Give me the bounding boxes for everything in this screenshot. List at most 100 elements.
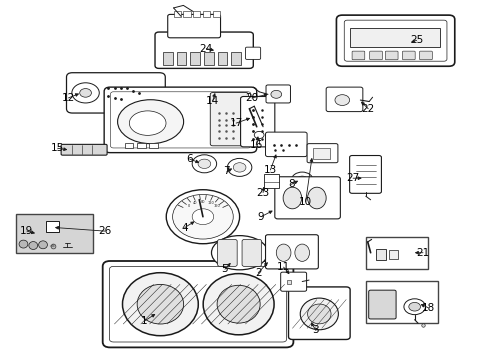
Text: 1: 1 [141,316,147,326]
Text: 8: 8 [287,179,294,189]
Text: 11: 11 [276,262,290,272]
FancyBboxPatch shape [265,235,318,269]
Ellipse shape [29,242,38,249]
FancyBboxPatch shape [210,93,248,146]
Circle shape [198,159,210,168]
Text: 4: 4 [181,222,188,233]
Text: 23: 23 [256,188,269,198]
Ellipse shape [19,240,28,248]
Ellipse shape [270,90,281,98]
FancyBboxPatch shape [351,51,364,60]
FancyBboxPatch shape [265,85,290,103]
Text: 160: 160 [214,204,221,208]
Ellipse shape [211,236,267,270]
Ellipse shape [294,244,309,261]
Ellipse shape [122,273,198,336]
Bar [46,221,59,232]
Text: 7: 7 [223,166,230,176]
Bar [349,28,439,47]
Ellipse shape [307,304,330,324]
FancyBboxPatch shape [280,272,306,291]
FancyBboxPatch shape [385,51,397,60]
FancyBboxPatch shape [245,47,260,59]
Text: 80: 80 [200,199,205,204]
Ellipse shape [137,284,183,324]
FancyBboxPatch shape [349,156,381,193]
FancyBboxPatch shape [265,132,306,157]
Bar [212,11,220,17]
FancyBboxPatch shape [61,144,107,155]
FancyBboxPatch shape [368,290,395,319]
Text: 16: 16 [249,140,263,150]
Bar [173,11,181,17]
FancyBboxPatch shape [242,239,261,266]
FancyBboxPatch shape [274,177,340,219]
Text: 14: 14 [205,96,219,106]
Text: 6: 6 [186,154,193,164]
FancyBboxPatch shape [240,96,274,147]
Circle shape [80,89,91,97]
Text: 120: 120 [207,201,214,205]
Text: 5: 5 [221,264,228,274]
Circle shape [192,155,216,173]
Text: 21: 21 [415,248,429,258]
Text: 13: 13 [263,165,277,175]
Circle shape [408,302,420,311]
Circle shape [296,176,307,184]
Text: 3: 3 [312,325,319,336]
Ellipse shape [276,244,290,261]
Circle shape [166,190,239,244]
FancyBboxPatch shape [104,87,256,153]
Text: 26: 26 [98,226,112,236]
FancyBboxPatch shape [369,51,382,60]
Bar [203,11,210,17]
Text: 20: 20 [245,93,258,103]
Circle shape [403,299,425,315]
FancyBboxPatch shape [365,237,427,269]
Ellipse shape [283,187,301,209]
Ellipse shape [334,95,349,105]
Bar [190,52,200,65]
FancyBboxPatch shape [102,261,293,347]
Bar [176,52,186,65]
FancyBboxPatch shape [402,51,414,60]
Circle shape [72,83,99,103]
Text: 9: 9 [257,212,264,222]
Bar [312,148,329,159]
FancyBboxPatch shape [167,14,220,38]
Ellipse shape [300,298,338,330]
Circle shape [227,158,251,176]
Text: 17: 17 [229,118,243,128]
FancyBboxPatch shape [419,51,431,60]
FancyBboxPatch shape [155,32,253,68]
Text: 19: 19 [20,226,34,236]
FancyBboxPatch shape [365,281,437,323]
Circle shape [172,194,233,239]
FancyBboxPatch shape [66,73,165,113]
Bar [163,52,172,65]
Circle shape [254,131,264,139]
Bar [124,143,133,148]
Bar [231,52,241,65]
Text: 12: 12 [61,93,75,103]
Text: 10: 10 [299,197,311,207]
Ellipse shape [307,187,325,209]
Text: 25: 25 [409,35,423,45]
Circle shape [192,209,213,225]
FancyBboxPatch shape [288,287,349,339]
FancyBboxPatch shape [16,214,93,253]
Text: 27: 27 [346,173,359,183]
Text: 15: 15 [51,143,64,153]
Ellipse shape [217,285,260,323]
Bar [388,250,397,259]
FancyBboxPatch shape [217,239,237,266]
Bar [375,249,386,260]
Ellipse shape [129,111,165,135]
Bar [203,52,213,65]
Ellipse shape [117,100,183,144]
FancyBboxPatch shape [325,87,362,112]
Ellipse shape [39,241,47,249]
Circle shape [291,172,312,188]
Text: 22: 22 [361,104,374,114]
FancyBboxPatch shape [306,144,337,163]
